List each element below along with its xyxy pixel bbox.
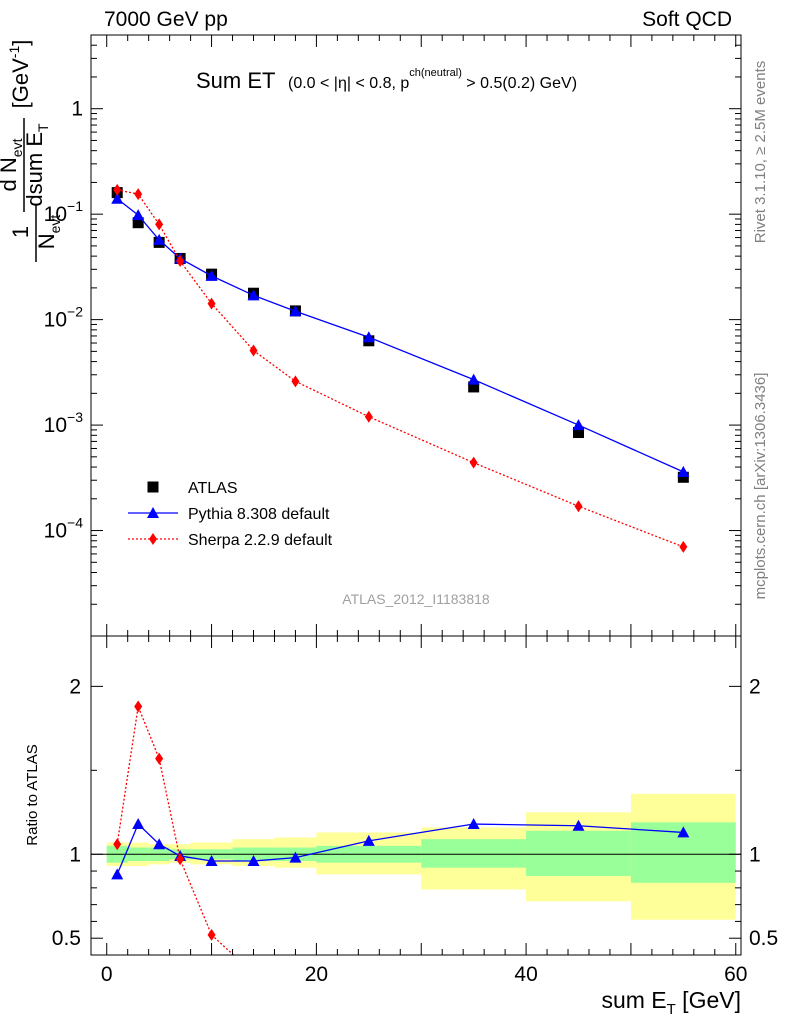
ratio-ytick-label-l-1: 1 xyxy=(69,843,81,866)
xtick-label-2: 40 xyxy=(514,963,537,986)
ratio-series-0-point-1 xyxy=(132,818,145,830)
main-series-2-point-2 xyxy=(155,218,164,231)
legend-marker-2 xyxy=(149,533,157,545)
ratio-series-0-point-2 xyxy=(153,838,166,850)
main-series-2-point-4 xyxy=(207,297,216,310)
ratio-ytick-label-r-2: 2 xyxy=(749,675,761,698)
plot-title: Sum ET xyxy=(196,68,275,93)
legend-label-1: Pythia 8.308 default xyxy=(188,506,330,523)
ylabel-frac2-num: d Nevt xyxy=(0,138,25,191)
plot-subtitle: (0.0 < |η| < 0.8, pch(neutral) > 0.5(0.2… xyxy=(288,67,577,92)
xtick-label-0: 0 xyxy=(101,963,113,986)
ytick-label-0: 1 xyxy=(71,98,83,121)
ytick-label-3: 10−3 xyxy=(44,409,84,437)
ratio-y-axis-title: Ratio to ATLAS xyxy=(24,744,41,845)
main-series-0-point-9 xyxy=(573,427,584,439)
ratio-series-1-point-4 xyxy=(207,928,216,941)
ratio-series-0-point-0 xyxy=(111,868,124,880)
ylabel-frac1-den: Nevt xyxy=(34,215,63,250)
xtick-label-1: 20 xyxy=(305,963,328,986)
main-series-2-point-8 xyxy=(469,456,478,469)
band-inner-8 xyxy=(421,839,527,868)
ytick-label-4: 10−4 xyxy=(44,515,84,543)
legend-marker-0 xyxy=(147,481,159,493)
main-series-1-point-0 xyxy=(111,192,124,204)
legend-label-2: Sherpa 2.2.9 default xyxy=(188,532,333,549)
main-series-2-point-1 xyxy=(134,188,143,201)
main-series-1-point-6 xyxy=(289,305,302,317)
chart-marks xyxy=(111,183,690,955)
main-series-1-point-8 xyxy=(467,373,480,385)
band-inner-9 xyxy=(526,830,631,877)
main-series-0-point-8 xyxy=(468,381,480,393)
main-series-2-point-5 xyxy=(249,344,258,357)
header-left: 7000 GeV pp xyxy=(104,8,228,31)
main-series-2-point-10 xyxy=(679,540,688,553)
ytick-label-1: 10−1 xyxy=(44,198,84,226)
legend-label-0: ATLAS xyxy=(188,480,238,497)
main-series-1-point-2 xyxy=(153,233,166,245)
x-axis-title: sum ET [GeV] xyxy=(601,987,741,1018)
ratio-series-0-point-6 xyxy=(289,851,302,863)
main-series-0-point-10 xyxy=(677,471,689,483)
ylabel-frac1-num: 1 xyxy=(8,226,33,238)
analysis-id: ATLAS_2012_I1183818 xyxy=(342,591,490,607)
main-series-1-point-10 xyxy=(677,465,690,477)
ratio-plot-frame xyxy=(90,635,742,956)
ratio-series-1-point-3 xyxy=(176,853,185,866)
ratio-uncertainty-bands xyxy=(91,793,741,920)
ratio-series-1-point-2 xyxy=(155,752,164,765)
main-series-1-point-9 xyxy=(572,419,585,431)
xtick-label-3: 60 xyxy=(724,963,747,986)
main-series-1-point-5 xyxy=(247,289,260,301)
main-series-1-point-7 xyxy=(362,331,375,343)
ylabel-unit: [GeV-1] xyxy=(6,40,33,109)
ratio-series-1-point-1 xyxy=(134,700,143,713)
ratio-series-0-point-10 xyxy=(677,826,690,838)
legend-marker-1 xyxy=(147,507,159,518)
ratio-series-0-point-4 xyxy=(205,854,218,866)
main-series-1-point-4 xyxy=(205,269,218,281)
legend: ATLAS Pythia 8.308 default Sherpa 2.2.9 de… xyxy=(128,480,333,549)
header-right: Soft QCD xyxy=(642,8,732,31)
main-series-2-point-9 xyxy=(574,500,583,513)
main-series-2-point-0 xyxy=(113,183,122,196)
main-series-2-point-3 xyxy=(176,254,185,267)
ratio-series-0-point-7 xyxy=(362,834,375,846)
main-series-2-point-7 xyxy=(364,410,373,423)
main-series-0-point-1 xyxy=(132,217,144,229)
ylabel-frac2-den: dsum ET xyxy=(22,123,51,207)
ratio-series-0-point-9 xyxy=(572,819,585,831)
ratio-series-0-point-8 xyxy=(467,818,480,830)
ratio-ytick-label-l-0: 0.5 xyxy=(52,927,81,950)
ratio-ytick-label-l-2: 2 xyxy=(69,675,81,698)
ratio-series-1-line xyxy=(116,704,235,955)
ratio-series-group xyxy=(111,700,690,955)
main-series-2-point-6 xyxy=(291,375,300,388)
main-series-1-point-1 xyxy=(132,209,145,221)
ytick-label-2: 10−2 xyxy=(44,304,84,332)
axis-ticks xyxy=(91,34,741,955)
ratio-ytick-label-r-1: 1 xyxy=(749,843,761,866)
ratio-ytick-label-r-0: 0.5 xyxy=(749,927,778,950)
ratio-series-1-point-0 xyxy=(113,838,122,851)
ratio-series-0-point-5 xyxy=(247,854,260,866)
mcplots-label: mcplots.cern.ch [arXiv:1306.3436] xyxy=(752,373,769,600)
rivet-label: Rivet 3.1.10, ≥ 2.5M events xyxy=(752,61,769,244)
